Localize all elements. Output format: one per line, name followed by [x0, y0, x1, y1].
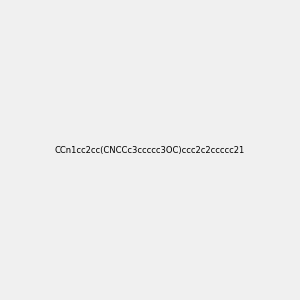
Text: CCn1cc2cc(CNCCc3ccccc3OC)ccc2c2ccccc21: CCn1cc2cc(CNCCc3ccccc3OC)ccc2c2ccccc21 [55, 146, 245, 154]
